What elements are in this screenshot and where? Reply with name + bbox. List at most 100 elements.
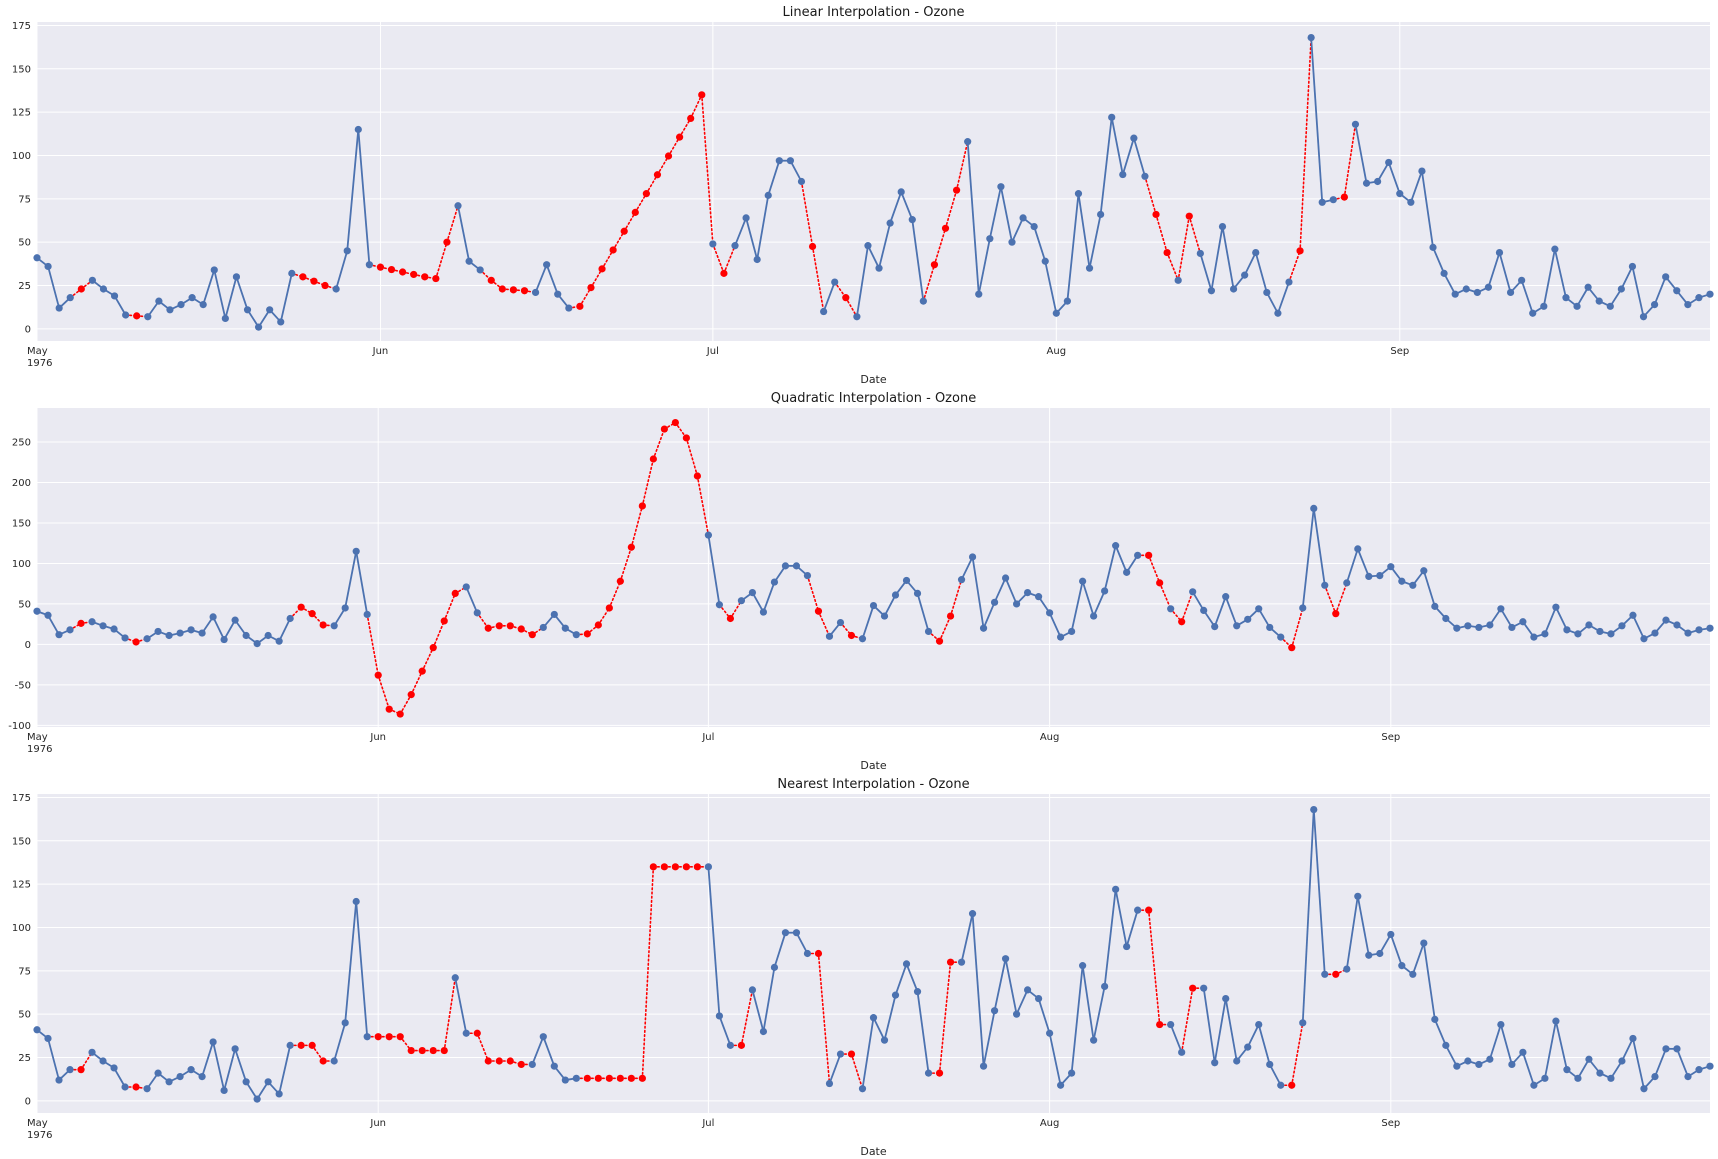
interpolated-point [598,265,606,273]
interpolated-segment [1166,251,1179,282]
interpolated-point [609,246,617,254]
interpolated-point [1340,193,1348,201]
interpolated-point [664,152,673,160]
observed-point [352,547,360,555]
observed-point [1618,622,1626,630]
observed-point [352,897,360,906]
observed-segment [900,191,914,220]
observed-segment [1676,1048,1689,1077]
observed-point [154,1069,162,1077]
observed-point [1354,545,1362,553]
observed-segment [982,1010,996,1067]
observed-point [1178,1048,1186,1056]
observed-point [220,635,228,644]
interpolated-segment [938,961,952,1074]
observed-segment [1544,606,1557,635]
observed-segment [916,991,930,1074]
observed-point [1497,605,1505,613]
observed-point [1706,290,1714,298]
interpolated-point [1145,906,1153,914]
interpolated-segment [1288,250,1301,283]
interpolated-point [660,425,668,433]
observed-point [1541,1074,1549,1082]
interpolated-point [671,863,679,871]
observed-point [1167,605,1175,613]
interpolated-segment [645,173,659,195]
observed-point [764,191,772,199]
observed-point [858,1085,867,1093]
x-tick-label: Jun [369,1118,386,1129]
observed-point [1506,288,1515,297]
observed-segment [1620,266,1634,290]
observed-point [792,562,801,570]
observed-point [1167,1020,1175,1029]
interpolated-point [631,208,639,216]
observed-point [354,125,362,134]
observed-point [187,1066,195,1074]
observed-point [1001,955,1010,963]
observed-point [968,553,977,561]
interpolated-point [387,265,396,274]
interpolated-segment [723,244,736,275]
observed-point [1200,984,1208,992]
observed-segment [1653,276,1667,305]
observed-point [232,273,241,281]
interpolated-segment [399,693,413,715]
observed-segment [1268,1064,1282,1086]
observed-point [550,610,558,619]
observed-point [110,292,119,300]
observed-point [1266,1060,1274,1069]
observed-point [1034,994,1043,1003]
observed-point [836,618,845,627]
observed-point [528,1060,536,1069]
observed-point [1266,623,1274,632]
linear-interpolation-panel: 0 25 50 75 100 125 150 175 May 1976 Jun Jul Aug Sep Li… [12,5,1714,386]
plot-area [37,22,1710,341]
chart-title: Linear Interpolation - Ozone [783,5,965,20]
observed-segment [355,901,369,1037]
observed-point [1684,629,1692,637]
observed-point [1085,264,1094,272]
interpolated-segment [811,245,825,313]
observed-point [539,623,547,632]
observed-point [825,632,834,640]
observed-point [1440,269,1448,277]
observed-point [231,1045,239,1053]
observed-point [1222,994,1230,1003]
observed-segment [1133,137,1146,177]
interpolated-point [77,1066,85,1074]
interpolated-segment [1144,175,1157,216]
interpolated-segment [933,227,947,266]
observed-point [1684,1072,1692,1081]
interpolated-point [407,691,415,699]
interpolated-point [1332,610,1340,618]
x-tick-label: Jul [706,346,719,357]
observed-segment [1121,137,1135,175]
observed-point [221,314,229,323]
observed-point [704,863,713,871]
observed-point [1079,962,1087,970]
observed-segment [1500,1024,1513,1065]
observed-point [781,929,790,937]
observed-point [1068,627,1076,636]
interpolated-segment [656,155,670,176]
observed-point [902,960,911,968]
observed-point [473,609,481,617]
observed-segment [1356,896,1370,956]
y-tick-label: 150 [12,518,31,529]
observed-point [243,306,252,314]
observed-point [1639,313,1648,321]
observed-segment [457,205,470,262]
interpolated-point [642,190,650,198]
interpolated-segment [944,189,958,230]
interpolated-point [587,284,595,292]
observed-point [825,1079,834,1088]
observed-point [1607,1074,1615,1082]
interpolated-point [638,1074,646,1082]
y-tick-label: 0 [25,640,31,651]
observed-point [277,318,285,326]
observed-segment [1070,965,1084,1074]
observed-point [1584,283,1592,291]
interpolated-segment [845,296,858,318]
observed-point [1052,309,1060,317]
